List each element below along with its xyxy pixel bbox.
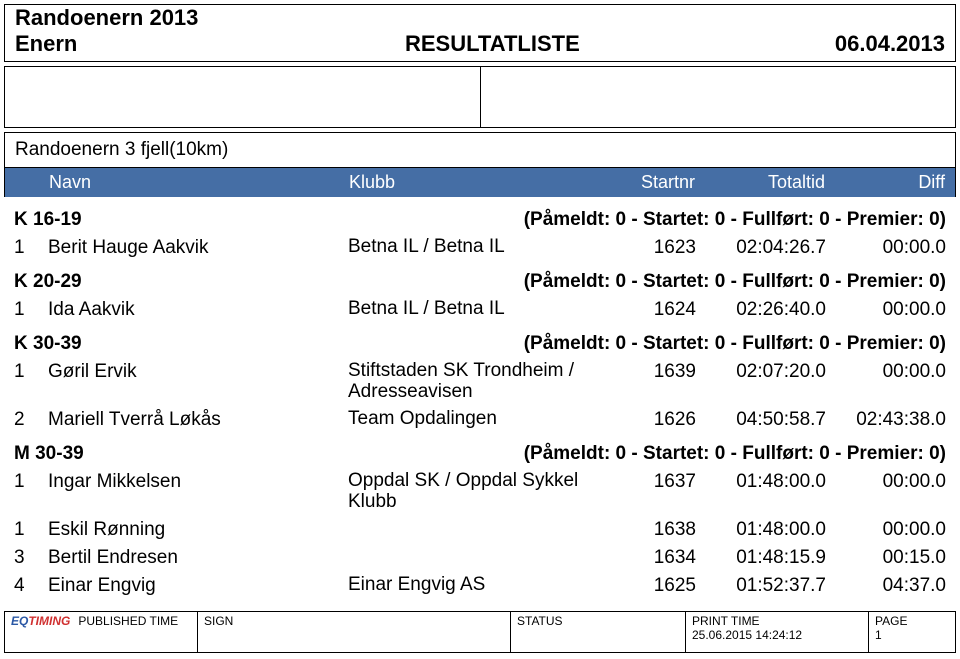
- row-club: Stiftstaden SK Trondheim / Adresseavisen: [348, 361, 606, 403]
- race-title: Randoenern 3 fjell(10km): [4, 132, 956, 168]
- row-start: 1637: [606, 471, 696, 493]
- group-header: K 16-19(Påmeldt: 0 - Startet: 0 - Fullfø…: [4, 209, 956, 231]
- result-title: RESULTATLISTE: [385, 31, 765, 57]
- row-club: Einar Engvig AS: [348, 575, 606, 596]
- col-diff: Diff: [825, 172, 945, 193]
- row-name: Mariell Tverrå Løkås: [48, 409, 348, 431]
- group-stats: (Påmeldt: 0 - Startet: 0 - Fullført: 0 -…: [274, 209, 946, 231]
- row-name: Ida Aakvik: [48, 299, 348, 321]
- status-label: STATUS: [511, 612, 686, 652]
- row-total: 04:50:58.7: [696, 409, 826, 431]
- row-name: Bertil Endresen: [48, 547, 348, 569]
- row-pos: 1: [14, 237, 48, 259]
- group-header: M 30-39(Påmeldt: 0 - Startet: 0 - Fullfø…: [4, 443, 956, 465]
- row-pos: 1: [14, 471, 48, 493]
- empty-header-box: [4, 66, 956, 128]
- result-row: 4Einar EngvigEinar Engvig AS162501:52:37…: [4, 575, 956, 597]
- col-total: Totaltid: [695, 172, 825, 193]
- race-header: Randoenern 3 fjell(10km) Navn Klubb Star…: [4, 132, 956, 197]
- row-name: Ingar Mikkelsen: [48, 471, 348, 493]
- row-diff: 00:00.0: [826, 471, 946, 493]
- page-number: PAGE 1: [869, 612, 955, 652]
- row-diff: 00:00.0: [826, 519, 946, 541]
- row-total: 01:52:37.7: [696, 575, 826, 597]
- group-name: K 30-39: [14, 333, 274, 355]
- col-club: Klubb: [349, 172, 605, 193]
- published-label: PUBLISHED TIME: [78, 614, 178, 628]
- row-club: Team Opdalingen: [348, 409, 606, 430]
- event-name: Randoenern 2013: [15, 5, 385, 31]
- groups-container: K 16-19(Påmeldt: 0 - Startet: 0 - Fullfø…: [0, 209, 960, 597]
- row-total: 02:07:20.0: [696, 361, 826, 383]
- row-club: Betna IL / Betna IL: [348, 299, 606, 320]
- row-name: Eskil Rønning: [48, 519, 348, 541]
- header-box: Randoenern 2013 Enern RESULTATLISTE 06.0…: [4, 4, 956, 62]
- group-name: M 30-39: [14, 443, 274, 465]
- row-name: Gøril Ervik: [48, 361, 348, 383]
- print-time: PRINT TIME 25.06.2015 14:24:12: [686, 612, 869, 652]
- row-diff: 00:00.0: [826, 361, 946, 383]
- col-start: Startnr: [605, 172, 695, 193]
- row-pos: 4: [14, 575, 48, 597]
- row-start: 1623: [606, 237, 696, 259]
- row-total: 01:48:00.0: [696, 519, 826, 541]
- row-start: 1625: [606, 575, 696, 597]
- group-stats: (Påmeldt: 0 - Startet: 0 - Fullført: 0 -…: [274, 333, 946, 355]
- col-name: Navn: [49, 172, 349, 193]
- row-start: 1626: [606, 409, 696, 431]
- result-row: 2Mariell Tverrå LøkåsTeam Opdalingen1626…: [4, 409, 956, 431]
- row-diff: 02:43:38.0: [826, 409, 946, 431]
- row-total: 02:26:40.0: [696, 299, 826, 321]
- row-name: Berit Hauge Aakvik: [48, 237, 348, 259]
- result-row: 1Ida AakvikBetna IL / Betna IL162402:26:…: [4, 299, 956, 321]
- row-diff: 04:37.0: [826, 575, 946, 597]
- timing-logo: EQTIMING: [11, 614, 70, 628]
- event-sub: Enern: [15, 31, 385, 57]
- result-row: 3Bertil Endresen 163401:48:15.900:15.0: [4, 547, 956, 569]
- row-total: 01:48:00.0: [696, 471, 826, 493]
- row-club: Betna IL / Betna IL: [348, 237, 606, 258]
- row-start: 1638: [606, 519, 696, 541]
- result-row: 1Ingar MikkelsenOppdal SK / Oppdal Sykke…: [4, 471, 956, 513]
- row-club: Oppdal SK / Oppdal Sykkel Klubb: [348, 471, 606, 513]
- row-pos: 1: [14, 361, 48, 383]
- row-total: 02:04:26.7: [696, 237, 826, 259]
- row-start: 1634: [606, 547, 696, 569]
- row-name: Einar Engvig: [48, 575, 348, 597]
- row-pos: 1: [14, 519, 48, 541]
- row-start: 1639: [606, 361, 696, 383]
- row-total: 01:48:15.9: [696, 547, 826, 569]
- result-row: 1Berit Hauge AakvikBetna IL / Betna IL16…: [4, 237, 956, 259]
- result-row: 1Gøril ErvikStiftstaden SK Trondheim / A…: [4, 361, 956, 403]
- group-stats: (Påmeldt: 0 - Startet: 0 - Fullført: 0 -…: [274, 271, 946, 293]
- row-diff: 00:15.0: [826, 547, 946, 569]
- column-header: Navn Klubb Startnr Totaltid Diff: [4, 168, 956, 197]
- row-pos: 3: [14, 547, 48, 569]
- row-diff: 00:00.0: [826, 299, 946, 321]
- sign-label: SIGN: [198, 612, 511, 652]
- results-page: Randoenern 2013 Enern RESULTATLISTE 06.0…: [0, 4, 960, 653]
- result-row: 1Eskil Rønning 163801:48:00.000:00.0: [4, 519, 956, 541]
- row-diff: 00:00.0: [826, 237, 946, 259]
- row-pos: 1: [14, 299, 48, 321]
- group-stats: (Påmeldt: 0 - Startet: 0 - Fullført: 0 -…: [274, 443, 946, 465]
- event-date: 06.04.2013: [765, 31, 945, 57]
- row-pos: 2: [14, 409, 48, 431]
- group-header: K 20-29(Påmeldt: 0 - Startet: 0 - Fullfø…: [4, 271, 956, 293]
- row-start: 1624: [606, 299, 696, 321]
- group-name: K 16-19: [14, 209, 274, 231]
- footer-box: EQTIMING PUBLISHED TIME SIGN STATUS PRIN…: [4, 611, 956, 653]
- group-header: K 30-39(Påmeldt: 0 - Startet: 0 - Fullfø…: [4, 333, 956, 355]
- group-name: K 20-29: [14, 271, 274, 293]
